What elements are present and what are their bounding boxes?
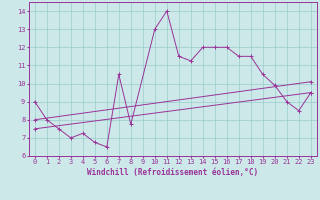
X-axis label: Windchill (Refroidissement éolien,°C): Windchill (Refroidissement éolien,°C) bbox=[87, 168, 258, 177]
